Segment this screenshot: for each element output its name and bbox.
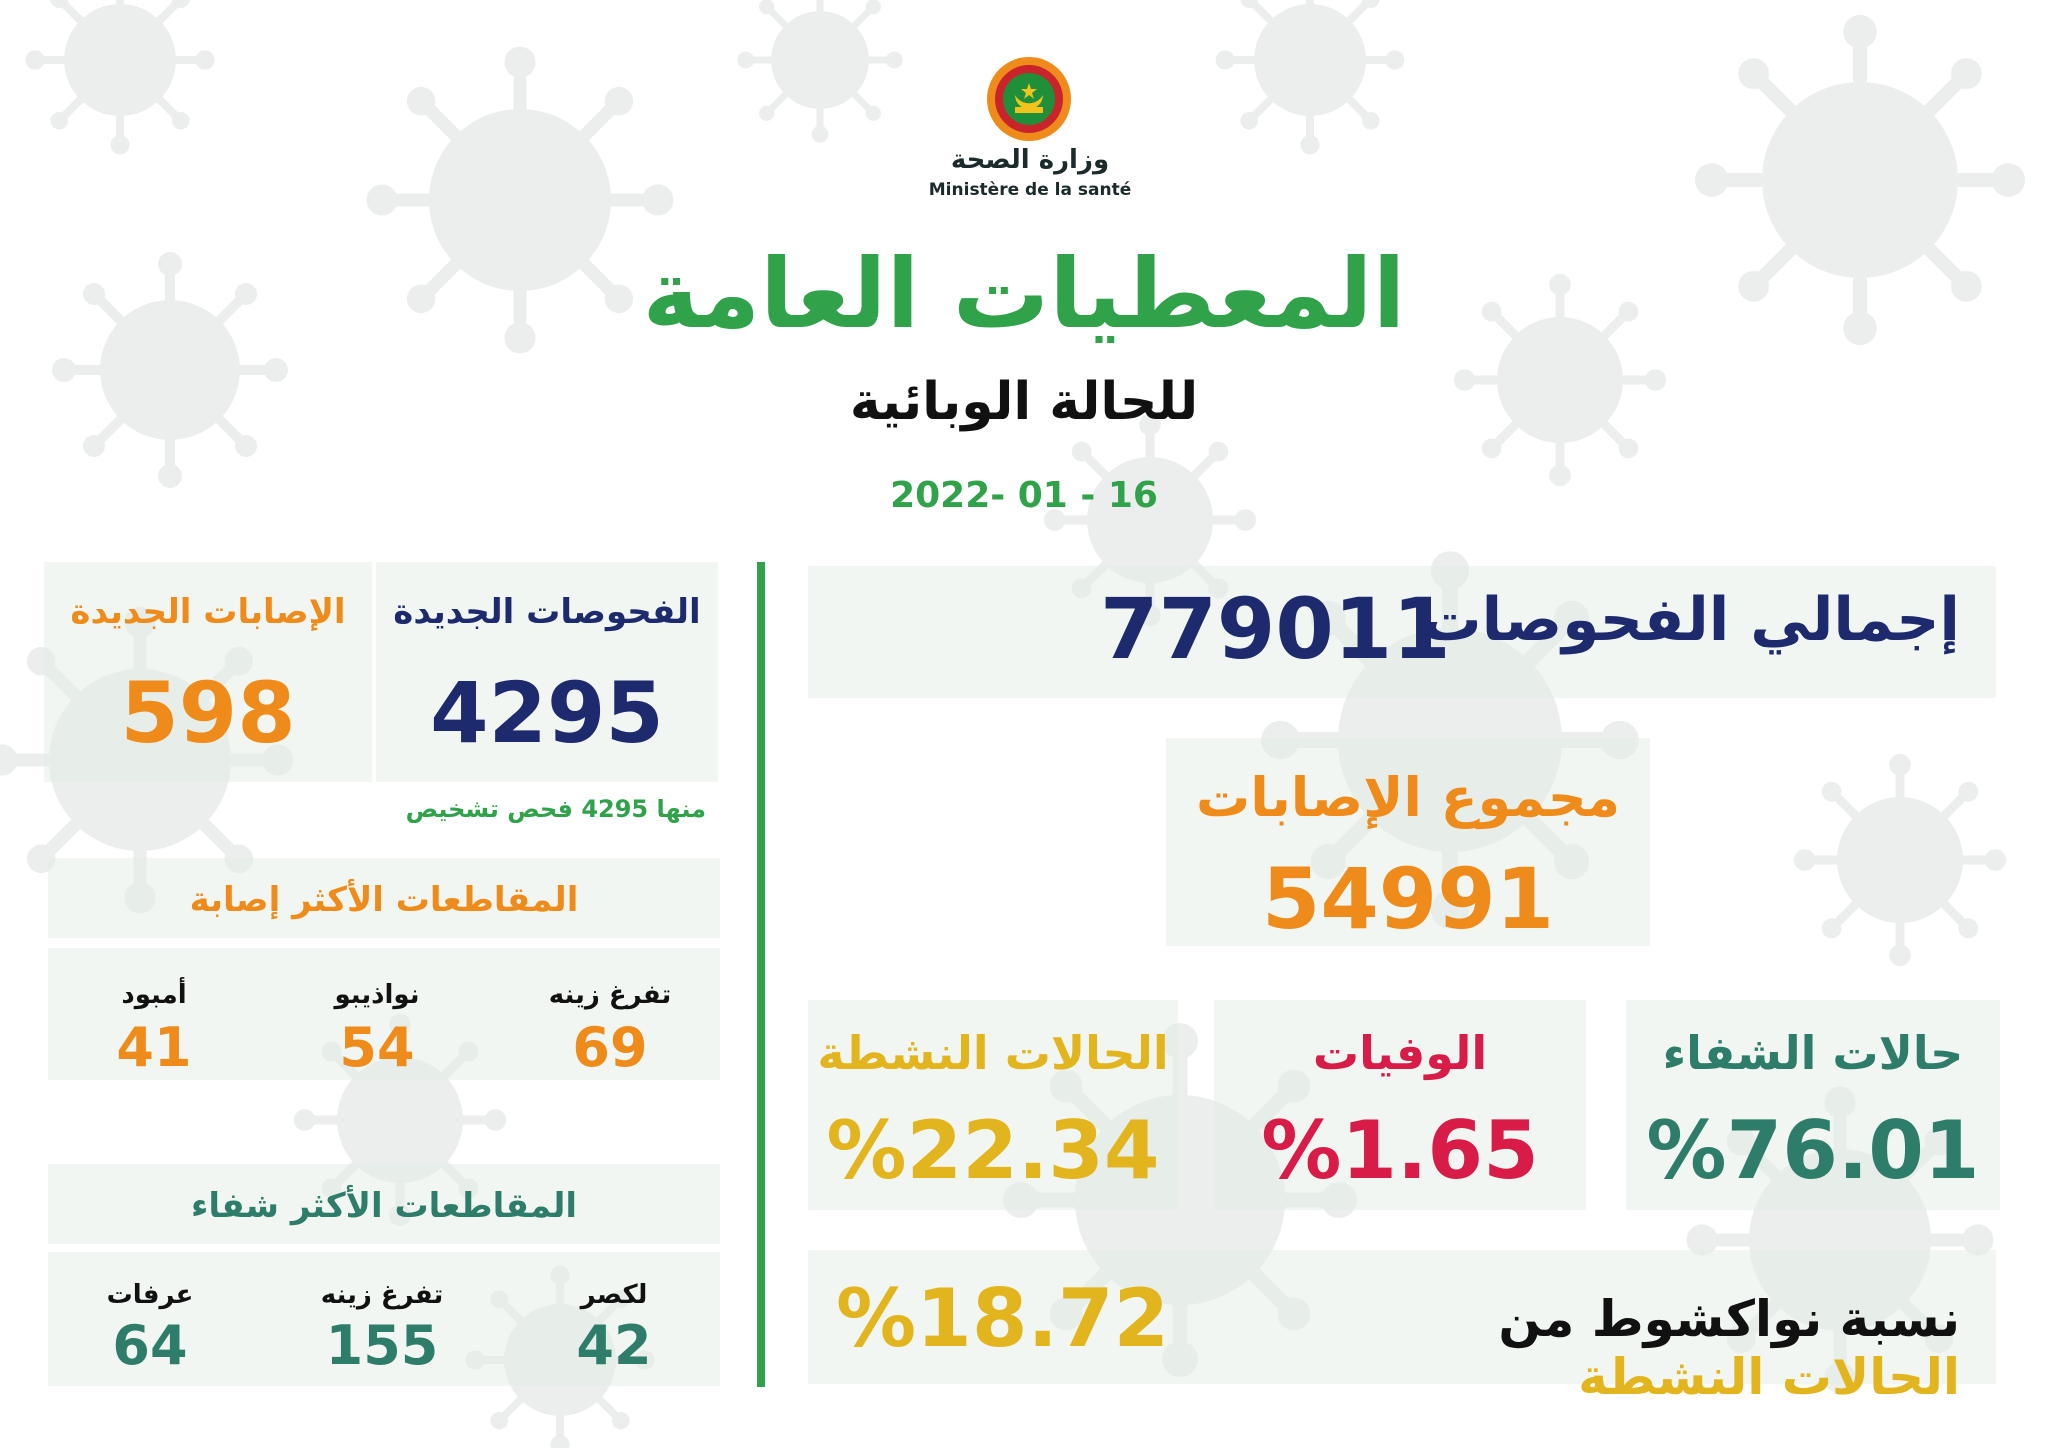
most-infected-region-value: 69	[572, 1016, 648, 1079]
most-infected-region-value: 54	[339, 1016, 415, 1079]
total-cases-label: مجموع الإصابات	[1195, 766, 1621, 829]
most-recovered-region-value: 155	[325, 1314, 439, 1377]
recovery-rate-panel	[1626, 1000, 2000, 1210]
new-tests-value: 4295	[430, 664, 664, 762]
most-recovered-heading: المقاطعات الأكثر شفاء	[190, 1186, 578, 1226]
most-infected-region-value: 41	[116, 1016, 192, 1079]
most-infected-panel	[48, 948, 720, 1080]
new-cases-value: 598	[120, 664, 296, 762]
new-cases-panel	[44, 562, 372, 782]
total-cases-panel	[1166, 738, 1650, 946]
new-tests-label: الفحوصات الجديدة	[393, 592, 701, 632]
total-cases-value: 54991	[1261, 850, 1555, 948]
most-infected-region-name: تفرغ زينه	[548, 980, 672, 1010]
death-rate-panel	[1214, 1000, 1586, 1210]
most-recovered-region-name: تفرغ زينه	[320, 1280, 444, 1310]
most-recovered-region-name: عرفات	[106, 1280, 194, 1310]
total-tests-value: 779011	[1100, 580, 1451, 678]
active-rate-value: %22.34	[826, 1104, 1160, 1197]
nouakchott-share-label: نسبة نواكشوط من الحالات النشطة	[1320, 1290, 1960, 1406]
column-divider	[757, 562, 765, 1387]
ministry-name-french: Ministère de la santé	[928, 180, 1132, 200]
nouakchott-share-label-part1: نسبة نواكشوط من	[1498, 1290, 1960, 1348]
page-subtitle: للحالة الوبائية	[849, 372, 1199, 432]
most-recovered-panel	[48, 1252, 720, 1386]
nouakchott-share-value: %18.72	[836, 1272, 1170, 1365]
death-rate-label: الوفيات	[1312, 1026, 1488, 1080]
most-recovered-region-name: لكصر	[580, 1280, 648, 1310]
page-title: المعطيات العامة	[642, 238, 1406, 350]
death-rate-value: %1.65	[1261, 1104, 1539, 1197]
recovery-rate-value: %76.01	[1646, 1104, 1980, 1197]
diagnostic-tests-note: منها 4295 فحص تشخيص	[405, 795, 706, 823]
new-cases-label: الإصابات الجديدة	[70, 592, 346, 632]
ministry-name-arabic: وزارة الصحة	[950, 145, 1110, 175]
most-infected-heading: المقاطعات الأكثر إصابة	[189, 880, 579, 920]
active-rate-label: الحالات النشطة	[817, 1026, 1169, 1080]
most-infected-region-name: نواذيبو	[334, 980, 420, 1010]
nouakchott-share-panel	[808, 1250, 1996, 1384]
most-recovered-header-panel	[48, 1164, 720, 1244]
total-tests-panel	[808, 566, 1996, 698]
active-rate-panel	[808, 1000, 1178, 1210]
new-tests-panel	[376, 562, 718, 782]
most-infected-region-name: أمبود	[121, 980, 187, 1010]
total-tests-label: إجمالي الفحوصات	[1421, 585, 1960, 655]
nouakchott-share-label-part2: الحالات النشطة	[1578, 1348, 1960, 1406]
ministry-emblem-logo	[987, 57, 1071, 141]
recovery-rate-label: حالات الشفاء	[1662, 1026, 1964, 1080]
most-recovered-region-value: 64	[112, 1314, 188, 1377]
most-infected-header-panel	[48, 858, 720, 938]
most-recovered-region-value: 42	[576, 1314, 652, 1377]
report-date: 2022- 01 - 16	[890, 475, 1158, 516]
